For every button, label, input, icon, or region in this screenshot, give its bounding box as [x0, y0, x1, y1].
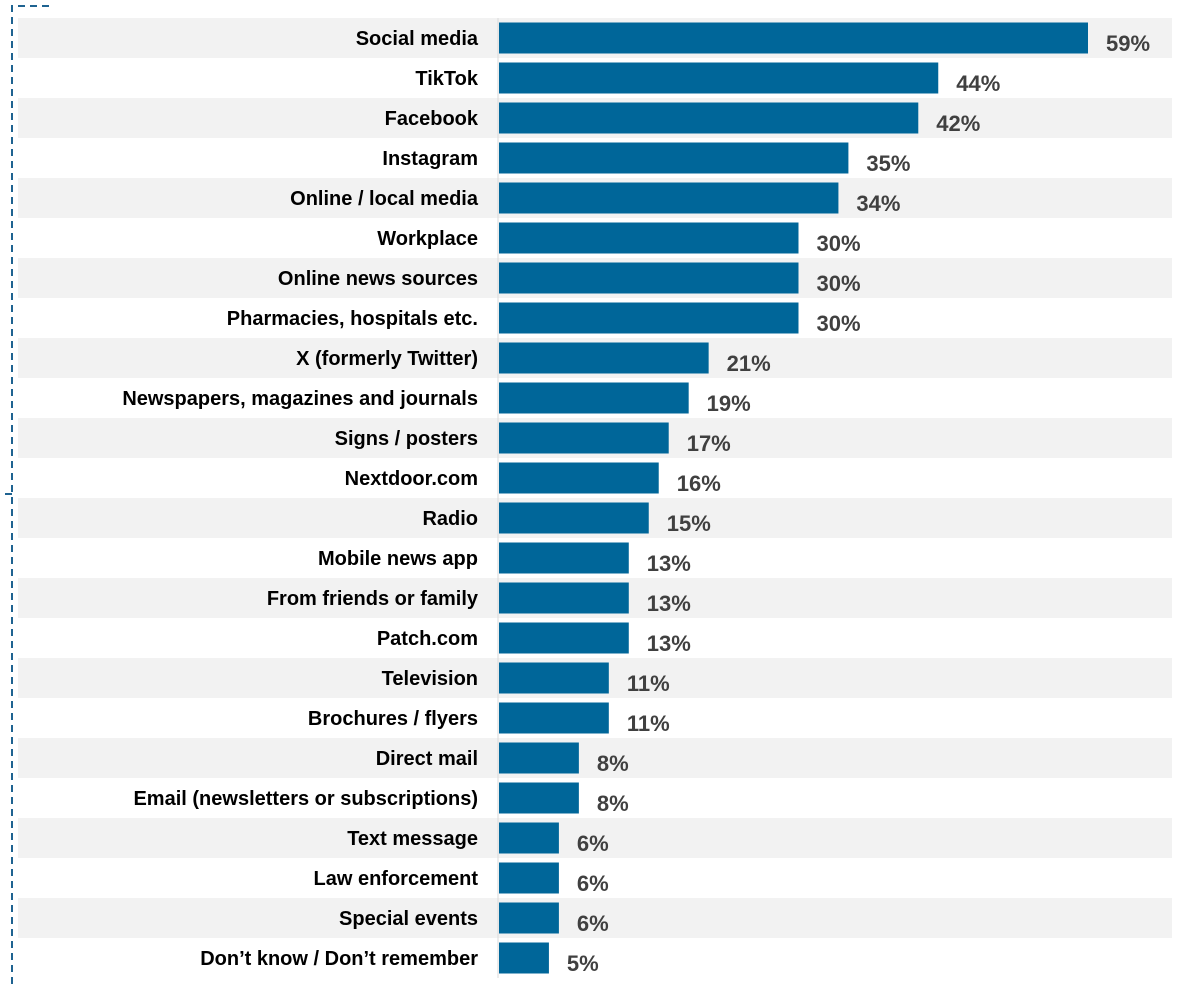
- value-label: 15%: [667, 511, 711, 536]
- category-label: Brochures / flyers: [308, 708, 478, 730]
- bar: [499, 302, 799, 334]
- category-label: Don’t know / Don’t remember: [200, 948, 478, 970]
- value-label: 30%: [816, 231, 860, 256]
- value-label: 8%: [597, 751, 629, 776]
- bar: [499, 462, 659, 494]
- bar: [499, 582, 629, 614]
- category-label: Nextdoor.com: [345, 468, 478, 490]
- bar: [499, 382, 689, 414]
- value-label: 6%: [577, 871, 609, 896]
- chart-frame: [4, 5, 52, 984]
- category-label: Email (newsletters or subscriptions): [133, 788, 478, 810]
- bar: [499, 742, 579, 774]
- selection-frame-left: [11, 5, 52, 984]
- bar: [499, 262, 799, 294]
- category-label: Direct mail: [376, 748, 478, 770]
- value-label: 34%: [856, 191, 900, 216]
- category-label: X (formerly Twitter): [296, 348, 478, 370]
- value-labels: 59% 44% 42% 35% 34% 30% 30% 30% 21% 19% 17% 16% 15% 1…: [567, 31, 1150, 976]
- value-label: 8%: [597, 791, 629, 816]
- value-label: 30%: [816, 271, 860, 296]
- bar: [499, 942, 549, 974]
- category-label: Instagram: [382, 148, 478, 170]
- value-label: 13%: [647, 591, 691, 616]
- value-label: 19%: [707, 391, 751, 416]
- bars: [499, 22, 1088, 974]
- value-label: 17%: [687, 431, 731, 456]
- category-label: Patch.com: [377, 628, 478, 650]
- category-label: Online news sources: [278, 268, 478, 290]
- bar: [499, 102, 919, 134]
- value-label: 11%: [627, 711, 670, 736]
- category-label: Online / local media: [290, 188, 479, 210]
- bar: [499, 342, 709, 374]
- bar: [499, 902, 559, 934]
- bar: [499, 222, 799, 254]
- category-label: Radio: [422, 508, 478, 530]
- value-label: 11%: [627, 671, 670, 696]
- value-label: 13%: [647, 631, 691, 656]
- category-label: Television: [382, 668, 478, 690]
- bar: [499, 142, 849, 174]
- bar: [499, 22, 1088, 54]
- bar: [499, 702, 609, 734]
- value-label: 6%: [577, 831, 609, 856]
- value-label: 42%: [936, 111, 980, 136]
- row-band: [18, 898, 1172, 938]
- category-label: Text message: [347, 828, 478, 850]
- bar: [499, 542, 629, 574]
- value-label: 44%: [956, 71, 1000, 96]
- category-labels: Social media TikTok Facebook Instagram Onlin…: [122, 28, 479, 970]
- category-label: Law enforcement: [314, 868, 479, 890]
- value-label: 13%: [647, 551, 691, 576]
- value-label: 59%: [1106, 31, 1150, 56]
- row-band: [18, 818, 1172, 858]
- bar: [499, 782, 579, 814]
- row-band: [18, 738, 1172, 778]
- bar: [499, 862, 559, 894]
- category-label: Mobile news app: [318, 548, 478, 570]
- bar: [499, 822, 559, 854]
- category-label: Facebook: [385, 108, 479, 130]
- bar: [499, 622, 629, 654]
- category-label: Social media: [356, 28, 479, 50]
- category-label: TikTok: [415, 68, 478, 90]
- bar: [499, 182, 839, 214]
- bar: [499, 662, 609, 694]
- value-label: 30%: [816, 311, 860, 336]
- category-label: Signs / posters: [335, 428, 478, 450]
- value-label: 35%: [866, 151, 910, 176]
- value-label: 16%: [677, 471, 721, 496]
- category-label: Pharmacies, hospitals etc.: [227, 308, 478, 330]
- bar: [499, 502, 649, 534]
- bar: [499, 62, 939, 94]
- bar: [499, 422, 669, 454]
- category-label: From friends or family: [267, 588, 479, 610]
- category-label: Workplace: [377, 228, 478, 250]
- value-label: 21%: [727, 351, 771, 376]
- category-label: Special events: [339, 908, 478, 930]
- value-label: 5%: [567, 951, 599, 976]
- value-label: 6%: [577, 911, 609, 936]
- category-label: Newspapers, magazines and journals: [122, 388, 478, 410]
